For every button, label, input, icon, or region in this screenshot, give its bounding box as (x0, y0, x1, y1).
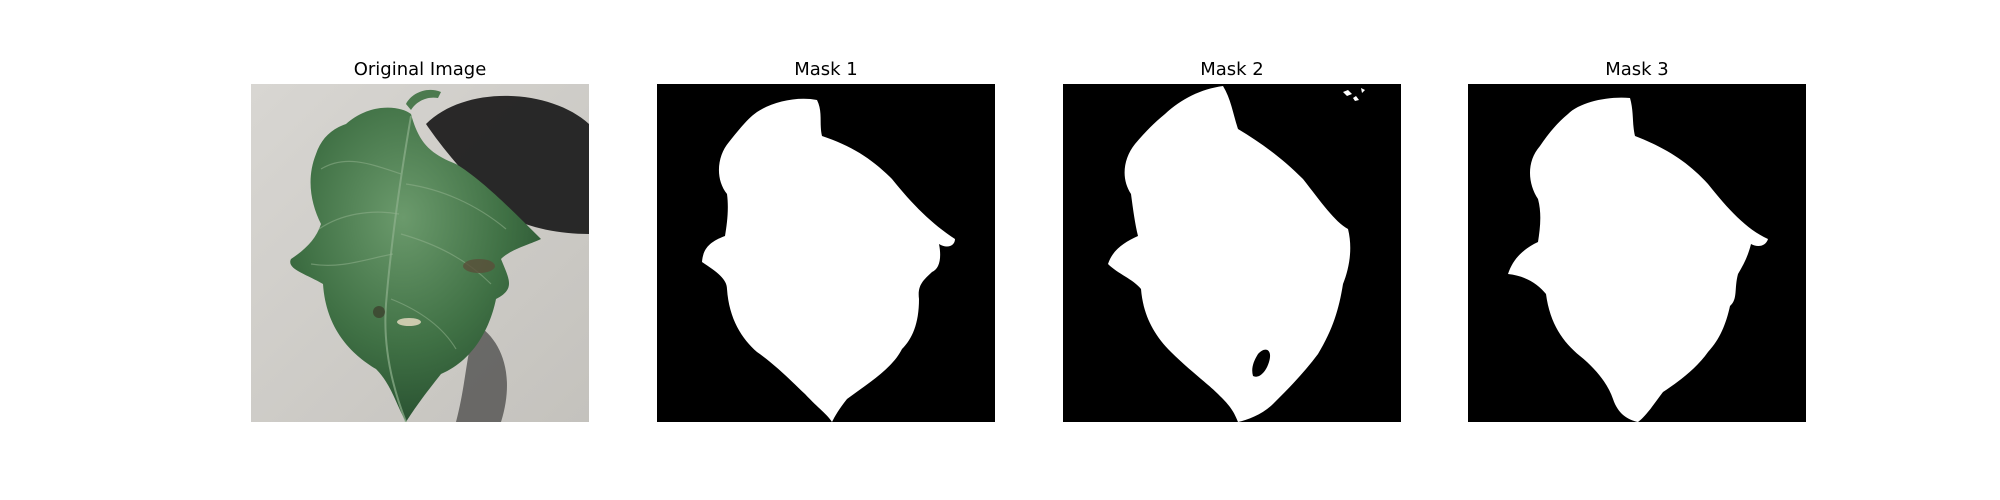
panel-title: Mask 2 (1200, 59, 1264, 80)
mask-noise-specks (1343, 88, 1365, 101)
mask-foreground (1108, 86, 1351, 422)
mask-1-illustration (657, 84, 995, 422)
leaf-body (290, 107, 541, 422)
panel-mask-2: Mask 2 (1063, 58, 1401, 426)
leaf-shadow (426, 95, 589, 235)
panel-original-image: Original Image (251, 58, 589, 426)
leaf-photo-illustration (251, 84, 589, 422)
mask-3-image (1468, 84, 1806, 422)
original-leaf-photo (251, 84, 589, 422)
panel-mask-3: Mask 3 (1468, 58, 1806, 426)
leaf-stem (406, 89, 441, 110)
leaf-lesion (463, 259, 495, 273)
mask-3-illustration (1468, 84, 1806, 422)
leaf-midrib (384, 115, 412, 422)
leaf-lesion-light (397, 318, 421, 326)
mask-foreground (1508, 97, 1768, 422)
mask-1-image (657, 84, 995, 422)
panel-mask-1: Mask 1 (657, 58, 995, 426)
leaf-veins (310, 160, 507, 350)
panel-title: Original Image (353, 59, 487, 80)
panel-title: Mask 1 (794, 59, 858, 80)
leaf-lesion-dark (373, 306, 385, 318)
mask-2-illustration (1063, 84, 1401, 422)
mask-foreground (702, 98, 955, 422)
mask-2-image (1063, 84, 1401, 422)
mask-hole (1252, 349, 1271, 377)
panel-title: Mask 3 (1605, 59, 1669, 80)
leaf-shadow-lower (456, 324, 507, 422)
